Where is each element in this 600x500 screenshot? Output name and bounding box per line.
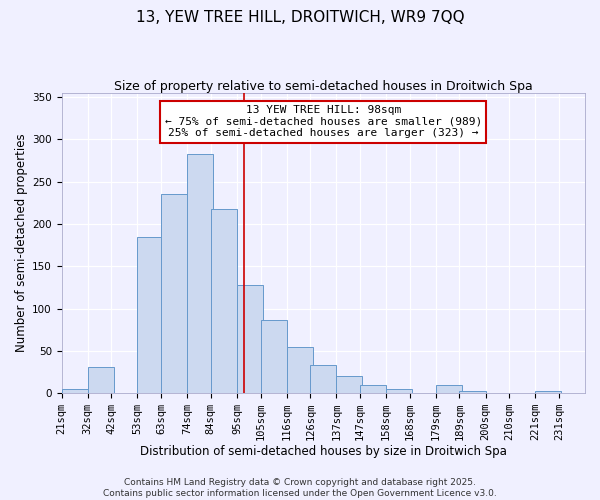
Bar — [310, 365, 337, 393]
Bar — [337, 376, 362, 393]
Bar — [88, 367, 114, 393]
Y-axis label: Number of semi-detached properties: Number of semi-detached properties — [15, 134, 28, 352]
Bar — [161, 194, 187, 393]
Bar — [386, 389, 412, 393]
Text: Contains HM Land Registry data © Crown copyright and database right 2025.
Contai: Contains HM Land Registry data © Crown c… — [103, 478, 497, 498]
Bar — [460, 392, 485, 393]
Bar — [237, 285, 263, 393]
Text: 13, YEW TREE HILL, DROITWICH, WR9 7QQ: 13, YEW TREE HILL, DROITWICH, WR9 7QQ — [136, 10, 464, 25]
Bar — [211, 209, 237, 393]
Bar — [137, 236, 163, 393]
Bar — [260, 320, 287, 393]
Text: 13 YEW TREE HILL: 98sqm
← 75% of semi-detached houses are smaller (989)
25% of s: 13 YEW TREE HILL: 98sqm ← 75% of semi-de… — [164, 105, 482, 138]
Bar — [62, 389, 88, 393]
Bar — [535, 392, 562, 393]
Title: Size of property relative to semi-detached houses in Droitwich Spa: Size of property relative to semi-detach… — [114, 80, 533, 93]
Bar — [360, 384, 386, 393]
X-axis label: Distribution of semi-detached houses by size in Droitwich Spa: Distribution of semi-detached houses by … — [140, 444, 507, 458]
Bar — [287, 346, 313, 393]
Bar — [436, 384, 462, 393]
Bar — [187, 154, 213, 393]
